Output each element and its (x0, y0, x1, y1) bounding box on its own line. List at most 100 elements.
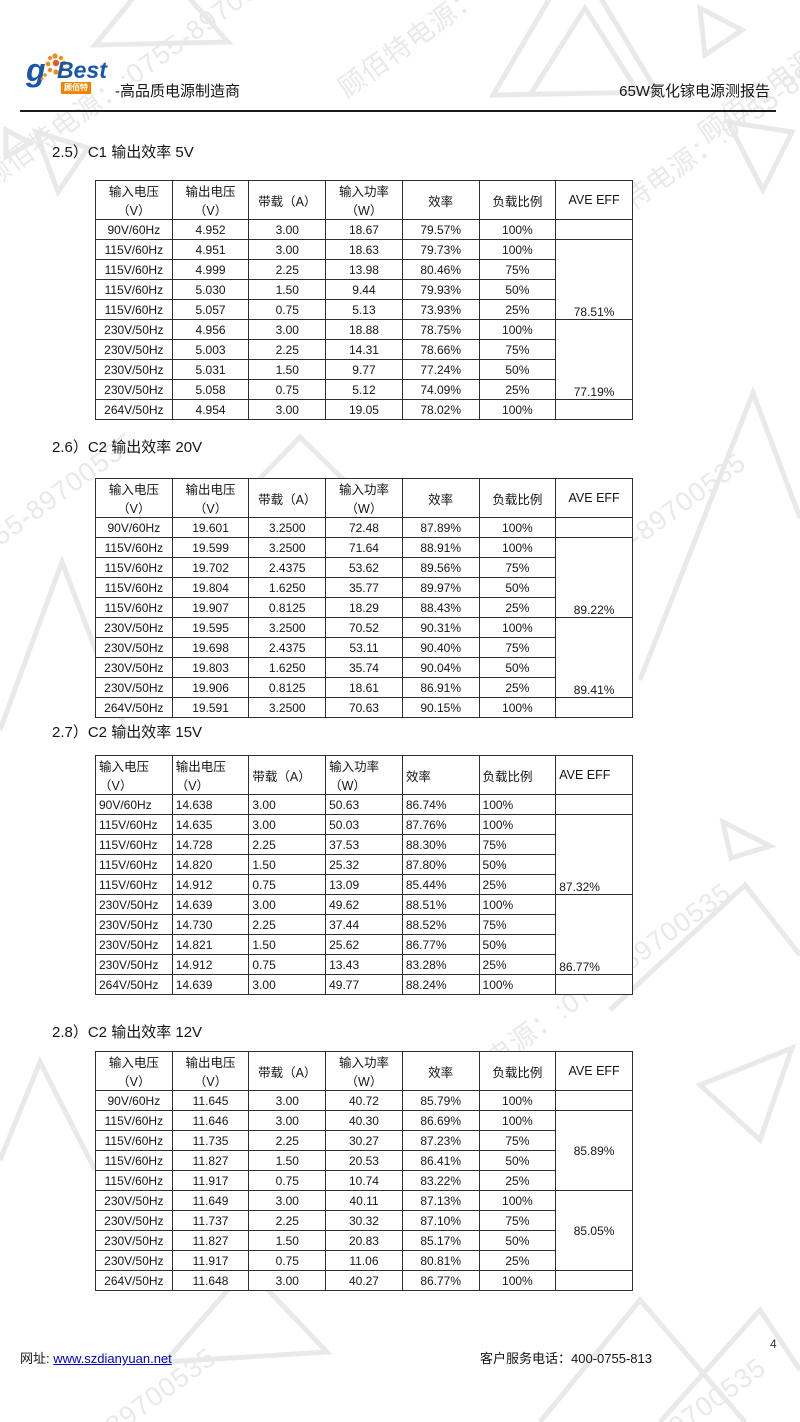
table-cell: 90.15% (401, 697, 480, 718)
table-row: 115V/60Hz 19.907 0.8125 18.29 88.43% 25% (95, 597, 633, 618)
table-cell: 1.50 (248, 1150, 327, 1171)
table-cell: 50% (478, 854, 557, 875)
table-cell: 79.73% (401, 239, 480, 260)
logo-chinese-name: 顾佰特 (61, 82, 91, 94)
table-cell: 1.6250 (248, 577, 327, 598)
table-cell: 115V/60Hz (95, 1150, 173, 1171)
section-heading-2-5: 2.5）C1 输出效率 5V (52, 144, 194, 161)
table-cell: 25.32 (325, 854, 403, 875)
website-label: 网址: (20, 1351, 50, 1366)
table-cell: 86.74% (401, 794, 480, 815)
table-cell: 4.954 (171, 399, 250, 420)
table-cell: 72.48 (325, 517, 403, 538)
efficiency-table-c2-15v: 输入电压（V） 输出电压（V） 带载（A） 输入功率（W） 效率 负载比例 AVE EFF 9… (95, 755, 633, 995)
table-cell: 19.599 (171, 537, 250, 558)
table-cell: 5.058 (171, 379, 250, 400)
table-cell: 0.8125 (248, 597, 327, 618)
website-link[interactable]: www.szdianyuan.net (53, 1351, 172, 1366)
table-cell: 89.56% (401, 557, 480, 578)
table-cell: 115V/60Hz (95, 299, 173, 320)
table-cell: 18.63 (325, 239, 403, 260)
table-cell: 100% (478, 1190, 557, 1211)
table-cell: 3.00 (248, 814, 327, 835)
table-row: 115V/60Hz 11.646 3.00 40.30 86.69% 100% 85.89% (95, 1110, 633, 1191)
table-row: 230V/50Hz 19.803 1.6250 35.74 90.04% 50% (95, 657, 633, 678)
table-cell: 100% (478, 219, 557, 240)
table-row: 230V/50Hz 5.031 1.50 9.77 77.24% 50% (95, 359, 633, 380)
ave-eff-empty-cell (555, 1270, 633, 1291)
table-cell: 50% (478, 657, 557, 678)
table-cell: 230V/50Hz (95, 617, 173, 638)
table-cell: 11.917 (171, 1170, 250, 1191)
table-row: 230V/50Hz 5.003 2.25 14.31 78.66% 75% (95, 339, 633, 360)
table-cell: 25% (478, 1250, 557, 1271)
table-cell: 19.05 (325, 399, 403, 420)
table-cell: 13.09 (325, 874, 403, 895)
table-cell: 19.907 (171, 597, 250, 618)
table-cell: 100% (478, 319, 557, 340)
table-cell: 4.952 (171, 219, 250, 240)
table-cell: 115V/60Hz (95, 834, 173, 855)
table-header-row: 输入电压（V） 输出电压（V） 带载（A） 输入功率（W） 效率 负载比例 AVE EFF (95, 1051, 633, 1091)
table-cell: 20.53 (325, 1150, 403, 1171)
table-cell: 1.50 (248, 854, 327, 875)
table-row: 230V/50Hz 14.821 1.50 25.62 86.77% 50% (95, 934, 633, 955)
table-cell: 2.25 (248, 1210, 327, 1231)
table-cell: 3.00 (248, 894, 327, 915)
table-cell: 87.80% (401, 854, 480, 875)
column-header: 带载（A） (248, 180, 327, 220)
table-row: 115V/60Hz 14.820 1.50 25.32 87.80% 50% (95, 854, 633, 875)
header-tagline: -高品质电源制造商 (115, 83, 240, 100)
table-cell: 100% (478, 399, 557, 420)
table-row: 115V/60Hz 19.804 1.6250 35.77 89.97% 50% (95, 577, 633, 598)
table-row: 230V/50Hz 14.730 2.25 37.44 88.52% 75% (95, 914, 633, 935)
table-cell: 230V/50Hz (95, 894, 173, 915)
table-row: 115V/60Hz 19.702 2.4375 53.62 89.56% 75% (95, 557, 633, 578)
table-row: 90V/60Hz 19.601 3.2500 72.48 87.89% 100% (95, 517, 633, 538)
table-cell: 115V/60Hz (95, 279, 173, 300)
table-cell: 2.25 (248, 914, 327, 935)
table-cell: 4.999 (171, 259, 250, 280)
table-row: 230V/50Hz 14.912 0.75 13.43 83.28% 25% (95, 954, 633, 975)
table-cell: 100% (478, 974, 557, 995)
table-cell: 40.27 (325, 1270, 403, 1291)
column-header: 带载（A） (248, 1051, 327, 1091)
table-cell: 5.057 (171, 299, 250, 320)
table-cell: 25% (478, 597, 557, 618)
column-header: 输入电压（V） (95, 755, 173, 795)
table-cell: 83.28% (401, 954, 480, 975)
ave-eff-empty-cell (555, 794, 633, 815)
table-cell: 230V/50Hz (95, 657, 173, 678)
logo-letter-g: g (26, 52, 46, 88)
table-cell: 264V/50Hz (95, 1270, 173, 1291)
table-cell: 86.41% (401, 1150, 480, 1171)
logo-dots-icon (40, 53, 67, 81)
table-cell: 85.79% (401, 1090, 480, 1111)
table-cell: 11.649 (171, 1190, 250, 1211)
table-row: 230V/50Hz 11.649 3.00 40.11 87.13% 100% 85.05% (95, 1190, 633, 1271)
table-row: 264V/50Hz 4.954 3.00 19.05 78.02% 100% (95, 399, 633, 420)
table-cell: 30.32 (325, 1210, 403, 1231)
table-cell: 100% (478, 814, 557, 835)
table-cell: 230V/50Hz (95, 934, 173, 955)
table-cell: 230V/50Hz (95, 914, 173, 935)
column-header: AVE EFF (555, 180, 633, 220)
table-row: 115V/60Hz 11.735 2.25 30.27 87.23% 75% (95, 1130, 633, 1151)
ave-eff-value: 89.22% (555, 537, 633, 618)
table-cell: 25% (478, 299, 557, 320)
table-row: 115V/60Hz 4.999 2.25 13.98 80.46% 75% (95, 259, 633, 280)
table-cell: 14.639 (171, 894, 250, 915)
table-cell: 1.6250 (248, 657, 327, 678)
table-cell: 115V/60Hz (95, 854, 173, 875)
table-cell: 0.8125 (248, 677, 327, 698)
table-row: 115V/60Hz 4.951 3.00 18.63 79.73% 100% 78.51% (95, 239, 633, 320)
efficiency-table-c2-20v: 输入电压（V） 输出电压（V） 带载（A） 输入功率（W） 效率 负载比例 AVE EFF 9… (95, 478, 633, 718)
ave-eff-empty-cell (555, 399, 633, 420)
table-cell: 230V/50Hz (95, 359, 173, 380)
table-cell: 230V/50Hz (95, 1230, 173, 1251)
table-cell: 3.2500 (248, 697, 327, 718)
table-row: 230V/50Hz 19.698 2.4375 53.11 90.40% 75% (95, 637, 633, 658)
section-heading-2-8: 2.8）C2 输出效率 12V (52, 1024, 203, 1041)
table-cell: 100% (478, 537, 557, 558)
table-row: 264V/50Hz 11.648 3.00 40.27 86.77% 100% (95, 1270, 633, 1291)
